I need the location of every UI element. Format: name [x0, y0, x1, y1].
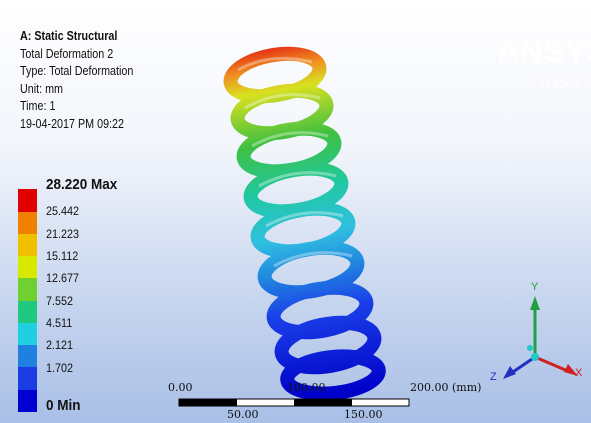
scale-label: 50.00 [227, 408, 259, 421]
legend-band-3 [18, 234, 37, 256]
result-unit: Unit: mm [20, 81, 63, 96]
result-name: Total Deformation 2 [20, 46, 114, 61]
legend-label: 7.552 [46, 294, 74, 308]
legend-band-8 [18, 345, 37, 367]
legend-band-2 [18, 212, 37, 234]
legend-label: 15.112 [46, 249, 79, 263]
legend-min-label: 0 Min [46, 397, 81, 414]
legend-band-6 [18, 301, 37, 323]
legend-label: 2.121 [46, 338, 74, 352]
legend-band-9 [18, 367, 37, 390]
analysis-title: A: Static Structural [20, 29, 118, 43]
spring-coils [223, 46, 386, 401]
legend-label: 4.511 [46, 316, 73, 330]
legend-band-10 [18, 390, 37, 412]
result-date: 19-04-2017 PM 09:22 [20, 116, 124, 131]
scale-label: 0.00 [168, 381, 193, 394]
triad-x-label: X [575, 367, 583, 379]
ansys-version: R15.0 [540, 75, 581, 92]
legend-band-1 [18, 189, 37, 212]
result-header: A: Static Structural Total Deformation 2… [20, 28, 152, 134]
ansys-logo: ANSYS [497, 34, 591, 69]
result-type: Type: Total Deformation [20, 64, 134, 79]
scale-label: 100.00 [287, 381, 326, 394]
triad-y-label: Y [531, 281, 539, 293]
legend-label: 25.442 [46, 204, 80, 218]
legend-band-5 [18, 278, 37, 301]
legend-band-4 [18, 256, 37, 278]
result-time: Time: 1 [20, 99, 56, 114]
legend-band-7 [18, 323, 37, 345]
legend-label: 12.677 [46, 271, 80, 285]
legend-label: 21.223 [46, 227, 80, 241]
triad-z-label: Z [490, 371, 497, 383]
legend-max-label: 28.220 Max [46, 176, 118, 193]
spring-highlights [237, 56, 353, 268]
scale-label: 150.00 [344, 408, 383, 421]
scale-label: 200.00 (mm) [410, 381, 482, 394]
legend-label: 1.702 [46, 361, 74, 375]
